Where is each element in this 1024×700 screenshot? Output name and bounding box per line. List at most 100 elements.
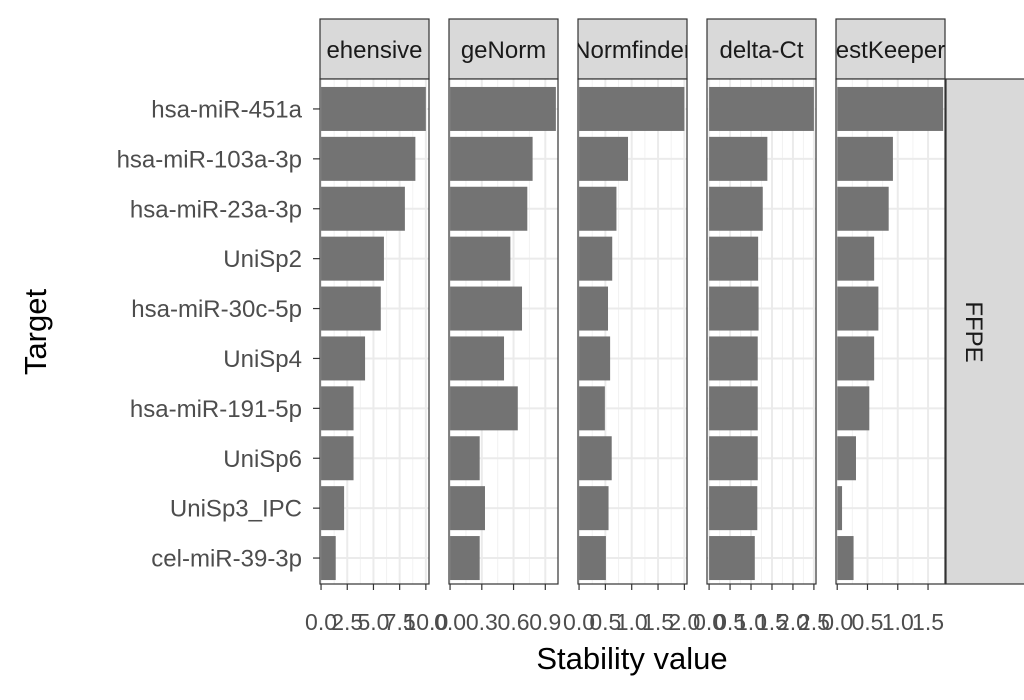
x-tick-label: 2.5 (798, 609, 830, 635)
bar (837, 236, 875, 281)
bar (321, 236, 384, 281)
x-tick-label: 1.5 (912, 609, 944, 635)
bar (579, 236, 613, 281)
x-tick-label: 1.5 (756, 609, 788, 635)
y-tick-label: cel-miR-39-3p (151, 546, 302, 573)
bar (579, 286, 609, 331)
bar (579, 436, 612, 481)
facet-strip (577, 18, 688, 80)
bar (837, 486, 843, 531)
bar (709, 186, 763, 231)
y-tick-label: hsa-miR-103a-3p (117, 146, 302, 173)
row-strip: FFPE (945, 78, 1024, 585)
x-tick-label: 0.5 (589, 609, 621, 635)
x-tick-label: 2.5 (331, 609, 363, 635)
y-tick-label: UniSp2 (223, 246, 302, 273)
x-tick-label: 0.0 (434, 609, 466, 635)
facet-panel: ehensive 0.02.55.07.510.0 (305, 18, 448, 635)
bar (450, 236, 511, 281)
bar (579, 336, 611, 381)
bar (837, 336, 875, 381)
facet-strip-label: estKeeper (836, 37, 945, 64)
x-tick-label: 2.0 (668, 609, 700, 635)
bar (450, 136, 533, 181)
y-axis: hsa-miR-451a hsa-miR-103a-3p hsa-miR-23a-3… (117, 96, 320, 573)
bar (450, 536, 480, 581)
facet-panel: estKeeper 0.00.51.01.5 (821, 18, 946, 635)
facet-strip (706, 18, 817, 80)
bar (837, 86, 944, 131)
facet-panel: delta-Ct 0.00.51.01.52.02.5 (693, 18, 830, 635)
x-tick-label: 0.5 (851, 609, 883, 635)
bar (450, 386, 518, 431)
bar (321, 336, 366, 381)
x-tick-label: 0.5 (714, 609, 746, 635)
bar (579, 536, 606, 581)
y-tick-label: UniSp6 (223, 446, 302, 473)
y-tick-label: UniSp4 (223, 346, 302, 373)
bar (709, 236, 759, 281)
row-strip-label: FFPE (960, 301, 987, 362)
y-tick-label: hsa-miR-23a-3p (130, 196, 302, 223)
bar (837, 536, 854, 581)
y-tick-label: UniSp3_IPC (170, 496, 302, 523)
facet-strip (319, 18, 430, 80)
bar (321, 386, 354, 431)
bar (450, 436, 480, 481)
facet-strip (448, 18, 559, 80)
x-tick-label: 1.0 (735, 609, 767, 635)
panel-border (577, 78, 688, 585)
bar (579, 136, 629, 181)
row-strip-box (945, 78, 1024, 585)
bar (321, 536, 336, 581)
bar (450, 336, 505, 381)
bar (579, 186, 617, 231)
facet-strip-label: ehensive (326, 37, 422, 64)
y-tick-label: hsa-miR-30c-5p (131, 296, 302, 323)
y-axis-title: Target (18, 289, 53, 376)
bar (709, 536, 755, 581)
bar (450, 486, 485, 531)
bar (837, 386, 870, 431)
facet-panel: geNorm 0.0 0.3 0.6 0.9 (434, 18, 561, 635)
bar (579, 486, 609, 531)
x-tick-label: 5.0 (357, 609, 389, 635)
x-tick-label: 1.0 (882, 609, 914, 635)
x-tick-label: 0.0 (305, 609, 337, 635)
panel-border (319, 78, 430, 585)
bar (709, 436, 758, 481)
bar (450, 86, 556, 131)
x-axis-title: Stability value (536, 641, 727, 676)
x-tick-label: 1.5 (642, 609, 674, 635)
bar (709, 486, 758, 531)
bar (321, 486, 345, 531)
bar (709, 336, 758, 381)
bar (321, 436, 354, 481)
bar (709, 286, 759, 331)
facet-panel: Normfinder 0.00.51.01.52.0 (563, 18, 700, 635)
bar (837, 286, 879, 331)
bar (709, 386, 758, 431)
bar (321, 136, 416, 181)
bar (709, 86, 814, 131)
x-tick-label: 0.0 (693, 609, 725, 635)
bar (837, 186, 889, 231)
panel-border (835, 78, 946, 585)
bar (709, 136, 768, 181)
x-tick-label: 10.0 (403, 609, 448, 635)
x-tick-label: 0.3 (466, 609, 498, 635)
facet-strip-label: geNorm (461, 37, 546, 64)
x-tick-label: 0.0 (821, 609, 853, 635)
bar (837, 136, 893, 181)
x-tick-label: 1.0 (616, 609, 648, 635)
facet-strip-label: delta-Ct (719, 37, 803, 64)
x-tick-label: 0.0 (563, 609, 595, 635)
bar (321, 86, 426, 131)
bar (579, 386, 605, 431)
bar (321, 186, 405, 231)
bar (837, 436, 856, 481)
panel-border (448, 78, 559, 585)
bar (321, 286, 381, 331)
